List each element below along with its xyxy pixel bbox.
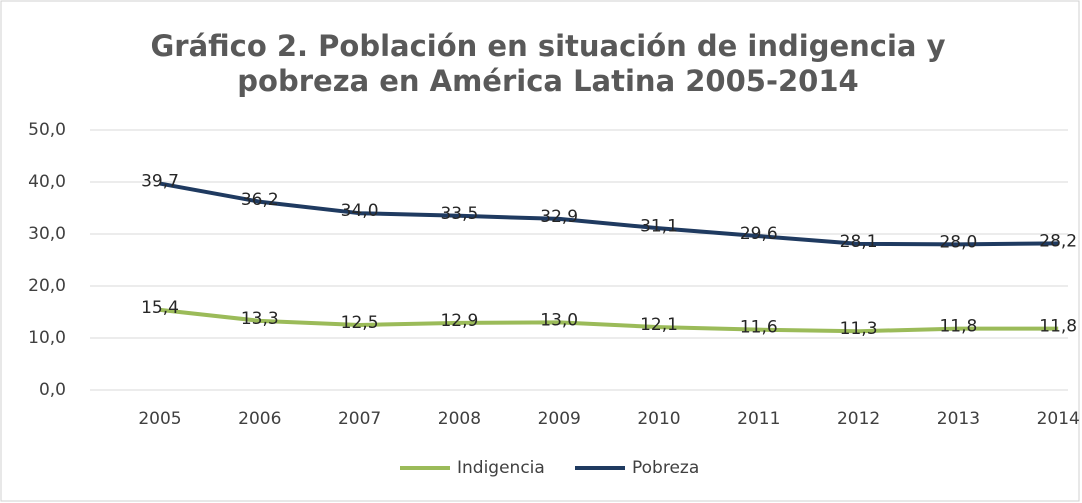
data-label: 28,0 — [939, 232, 977, 252]
y-tick-label: 10,0 — [28, 328, 66, 348]
data-label: 29,6 — [740, 224, 778, 244]
data-label: 31,1 — [640, 216, 678, 236]
x-tick-label: 2011 — [737, 409, 780, 429]
data-label: 11,3 — [840, 319, 878, 339]
data-label: 11,6 — [740, 318, 778, 338]
data-label: 28,2 — [1039, 231, 1077, 251]
series-line — [159, 181, 1059, 247]
y-tick-label: 30,0 — [28, 224, 66, 244]
legend-label: Indigencia — [457, 458, 545, 478]
y-tick-label: 40,0 — [28, 172, 66, 192]
x-tick-label: 2007 — [338, 409, 381, 429]
data-label: 36,2 — [241, 190, 279, 210]
data-label: 12,9 — [440, 311, 478, 331]
x-tick-label: 2012 — [837, 409, 880, 429]
legend-label: Pobreza — [632, 458, 699, 478]
data-label: 15,4 — [141, 298, 179, 318]
data-label: 28,1 — [840, 232, 878, 252]
x-tick-label: 2014 — [1037, 409, 1080, 429]
data-label: 12,5 — [341, 313, 379, 333]
data-label: 13,3 — [241, 309, 279, 329]
series-line — [159, 307, 1059, 334]
x-tick-label: 2009 — [538, 409, 581, 429]
x-tick-label: 2008 — [438, 409, 481, 429]
chart-title: Gráfico 2. Población en situación de ind… — [151, 29, 946, 63]
y-tick-label: 50,0 — [28, 120, 66, 140]
data-label: 12,1 — [640, 315, 678, 335]
chart-title: pobreza en América Latina 2005-2014 — [237, 64, 858, 98]
data-label: 39,7 — [141, 172, 179, 192]
x-tick-label: 2013 — [937, 409, 980, 429]
data-label: 33,5 — [440, 204, 478, 224]
x-tick-label: 2010 — [637, 409, 680, 429]
x-tick-label: 2005 — [138, 409, 181, 429]
data-label: 34,0 — [341, 201, 379, 221]
y-tick-label: 20,0 — [28, 276, 66, 296]
data-label: 13,0 — [540, 310, 578, 330]
data-label: 11,8 — [1039, 317, 1077, 337]
x-tick-label: 2006 — [238, 409, 281, 429]
data-label: 32,9 — [540, 207, 578, 227]
data-label: 11,8 — [939, 317, 977, 337]
y-tick-label: 0,0 — [39, 380, 66, 400]
